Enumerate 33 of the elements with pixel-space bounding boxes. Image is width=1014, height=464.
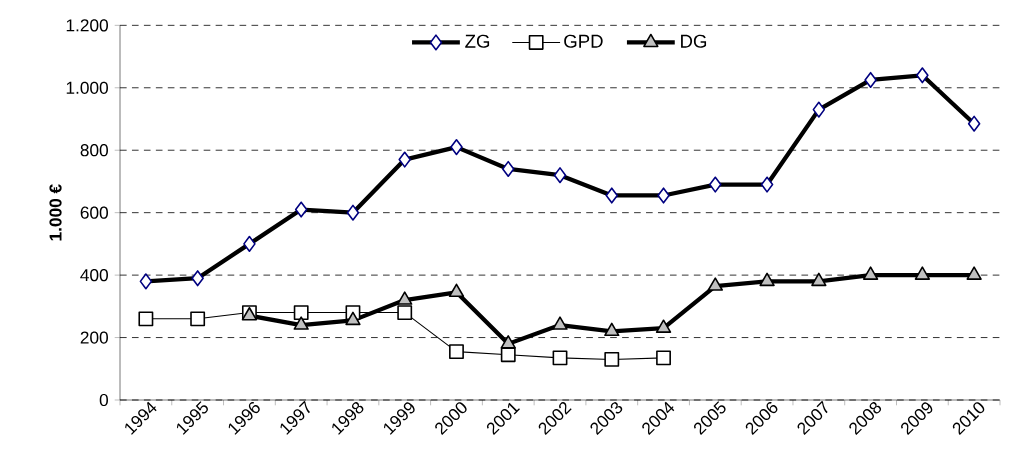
y-tick-label: 200 — [80, 331, 108, 344]
y-tick-label: 0 — [99, 393, 108, 407]
y-tick-label: 600 — [80, 206, 108, 219]
point — [552, 316, 568, 330]
point — [707, 277, 723, 291]
point — [862, 266, 879, 280]
point — [448, 283, 465, 298]
point — [604, 351, 620, 367]
y-tick-label: 1.000 — [66, 81, 108, 94]
point — [500, 335, 516, 349]
point — [138, 311, 154, 327]
legend-label: DG — [681, 34, 707, 48]
point — [759, 272, 775, 287]
legend-label: ZG — [465, 34, 490, 48]
point — [190, 311, 206, 327]
point — [914, 266, 931, 280]
y-tick-label: 400 — [80, 268, 108, 282]
point — [293, 305, 309, 321]
legend-label: GPD — [564, 34, 603, 48]
point — [552, 350, 568, 366]
point — [293, 316, 309, 330]
point — [397, 291, 413, 305]
y-tick-label: 800 — [80, 144, 108, 157]
point — [966, 266, 982, 280]
point — [656, 350, 671, 366]
point — [811, 272, 827, 287]
y-axis-title: 1.000 € — [49, 184, 62, 241]
point — [345, 311, 361, 326]
point — [655, 319, 672, 333]
y-tick-label: 1.200 — [66, 19, 108, 32]
point — [604, 322, 620, 337]
point — [449, 344, 464, 360]
point — [397, 305, 413, 321]
